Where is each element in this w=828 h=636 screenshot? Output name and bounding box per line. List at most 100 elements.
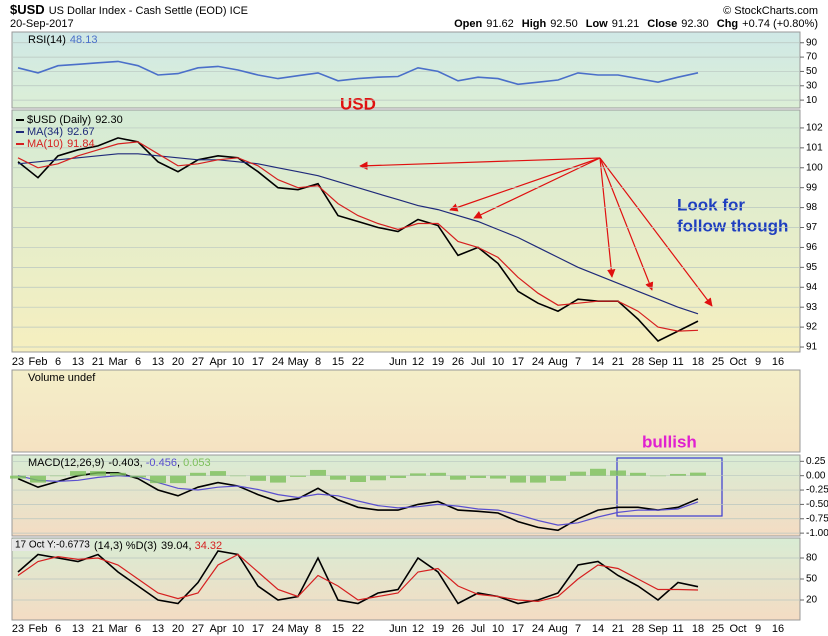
- x-tick-label: 7: [575, 623, 581, 635]
- histogram-bar: [470, 475, 486, 478]
- source: © StockCharts.com: [723, 5, 818, 17]
- histogram-bar: [250, 475, 266, 481]
- legend-name: MA(10): [27, 138, 63, 150]
- x-tick-label: Feb: [29, 356, 48, 368]
- arrows: [359, 157, 713, 307]
- histogram-bar: [70, 471, 86, 476]
- histogram-bar: [350, 475, 366, 482]
- legend-name: MA(34): [27, 126, 63, 138]
- histogram-bar: [430, 472, 446, 476]
- histogram-bar: [490, 475, 506, 479]
- series-group: [17, 550, 699, 605]
- series-group: [10, 468, 706, 532]
- legend-value: 92.67: [67, 126, 95, 138]
- x-tick-label: 19: [432, 356, 444, 368]
- quote-value: +0.74 (+0.80%): [742, 18, 818, 30]
- arrow: [599, 157, 616, 278]
- annotation: Look for: [677, 195, 745, 214]
- quote-label: Open: [454, 18, 482, 30]
- y-tick-label: 102: [806, 123, 823, 134]
- histogram-bar: [330, 475, 346, 480]
- arrow: [449, 157, 601, 212]
- series-line: [17, 60, 699, 86]
- x-tick-label: Oct: [729, 356, 746, 368]
- x-tick-label: 22: [352, 623, 364, 635]
- series-line: [17, 153, 699, 315]
- histogram-bar: [290, 475, 306, 477]
- x-tick-label: 13: [72, 356, 84, 368]
- symbol-line: $USD US Dollar Index - Cash Settle (EOD) …: [10, 2, 248, 17]
- x-tick-label: 7: [575, 356, 581, 368]
- x-tick-label: 19: [432, 623, 444, 635]
- price-panel: [11, 109, 801, 353]
- x-tick-label: 28: [632, 623, 644, 635]
- x-tick-label: 6: [135, 623, 141, 635]
- histogram-bar: [90, 471, 106, 476]
- histogram-bar: [310, 469, 326, 476]
- highlight-box: [616, 457, 723, 517]
- y-tick-label: 50: [806, 66, 818, 77]
- y-tick-label: 92: [806, 322, 818, 333]
- date: 20-Sep-2017: [10, 18, 74, 30]
- histogram-bar: [390, 475, 406, 478]
- y-tick-label: 0.00: [806, 470, 826, 481]
- histogram-bar: [210, 471, 226, 476]
- x-tick-label: Jun: [389, 623, 407, 635]
- symbol: $USD: [10, 2, 45, 17]
- legend-entry: (14,3) %D(3) 39.04, 34.32: [94, 540, 222, 552]
- x-tick-label: 22: [352, 356, 364, 368]
- x-tick-label: 6: [135, 356, 141, 368]
- x-tick-label: 8: [315, 356, 321, 368]
- x-tick-label: 13: [72, 623, 84, 635]
- y-tick-label: -0.25: [806, 485, 828, 496]
- legend-name: $USD (Daily): [27, 114, 91, 126]
- x-tick-label: 10: [232, 623, 244, 635]
- x-tick-label: 18: [692, 623, 704, 635]
- y-tick-label: 10: [806, 95, 818, 106]
- series-line: [17, 137, 699, 342]
- x-tick-label: 11: [672, 356, 683, 368]
- histogram-bar: [170, 475, 186, 484]
- quote-label: High: [522, 18, 547, 30]
- x-tick-label: Aug: [548, 356, 568, 368]
- series-group: [17, 137, 699, 342]
- rsi-panel: [11, 31, 801, 109]
- y-tick-label: 100: [806, 162, 823, 173]
- histogram-bar: [10, 475, 26, 479]
- x-tick-label: Aug: [548, 623, 568, 635]
- legend-entry: $USD (Daily) 92.30: [27, 114, 123, 126]
- x-tick-label: 8: [315, 623, 321, 635]
- y-tick-label: 101: [806, 142, 823, 153]
- legend-value: -0.456: [146, 457, 177, 469]
- x-tick-label: 11: [672, 623, 683, 635]
- x-tick-label: Mar: [109, 356, 128, 368]
- histogram-bar: [370, 475, 386, 481]
- x-tick-label: Apr: [209, 356, 226, 368]
- x-tick-label: 17: [252, 623, 264, 635]
- x-tick-label: 14: [592, 623, 604, 635]
- arrow: [599, 157, 654, 291]
- x-tick-label: 20: [172, 356, 184, 368]
- x-tick-label: Jun: [389, 356, 407, 368]
- x-tick-label: 15: [332, 623, 344, 635]
- x-tick-label: 13: [152, 623, 164, 635]
- quote-value: 91.62: [486, 18, 514, 30]
- x-tick-label: 23: [12, 623, 24, 635]
- series-line: [17, 553, 699, 603]
- arrow: [599, 157, 713, 307]
- x-tick-label: 21: [612, 356, 624, 368]
- annotation: bullish: [642, 432, 697, 451]
- histogram-bar: [630, 472, 646, 476]
- y-tick-label: 97: [806, 222, 818, 233]
- quote-value: 92.30: [681, 18, 709, 30]
- histogram-bar: [550, 475, 566, 481]
- x-tick-label: 18: [692, 356, 704, 368]
- series-line: [17, 550, 699, 605]
- x-tick-label: Apr: [209, 623, 226, 635]
- y-tick-label: 0.25: [806, 456, 826, 467]
- x-tick-label: 12: [412, 356, 424, 368]
- arrow: [359, 157, 601, 170]
- histogram-bar: [230, 475, 246, 477]
- histogram-bar: [190, 472, 206, 476]
- x-tick-label: Mar: [109, 623, 128, 635]
